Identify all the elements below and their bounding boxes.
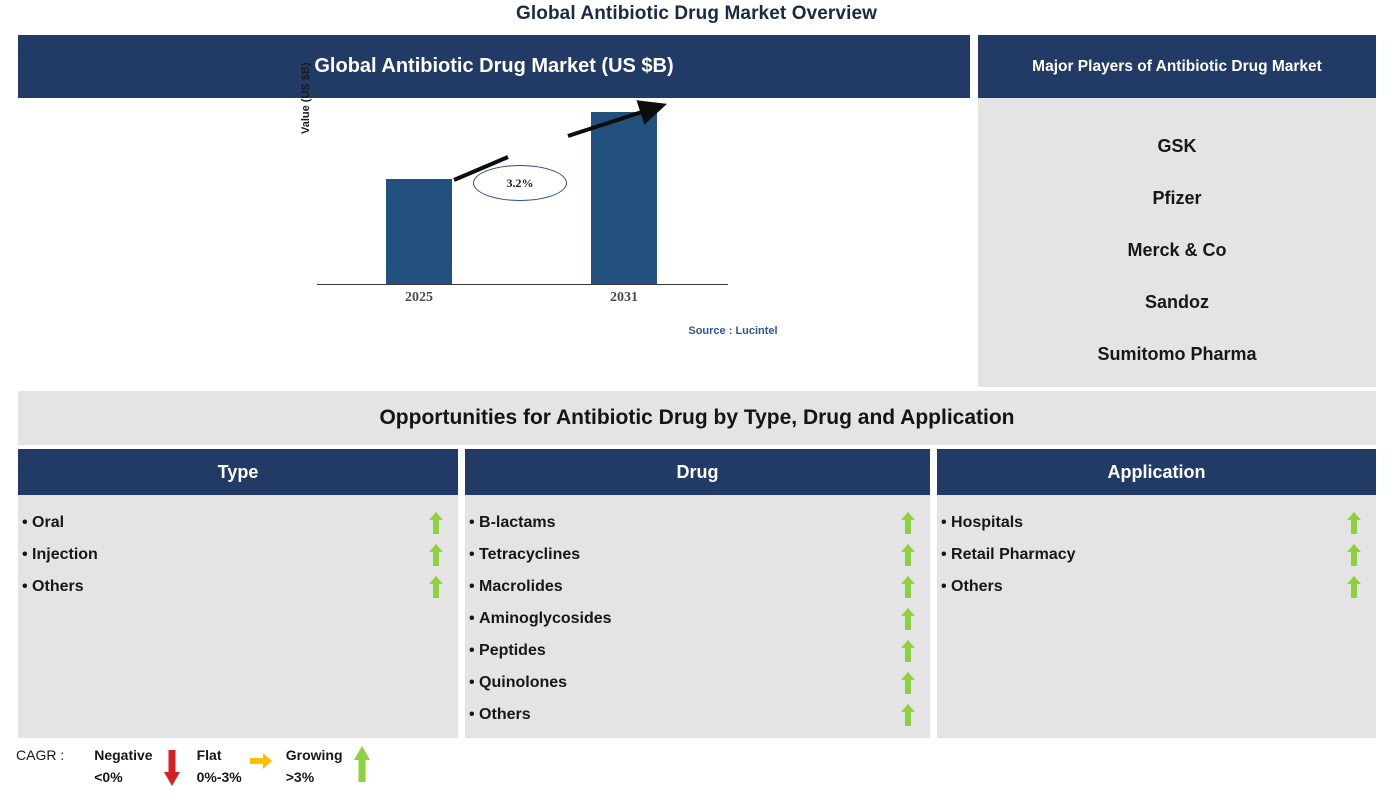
arrow-up-green-icon (901, 544, 915, 566)
list-item-label: Others (941, 578, 1003, 596)
opportunities-band-title: Opportunities for Antibiotic Drug by Typ… (18, 391, 1376, 445)
player-item: Sumitomo Pharma (1097, 344, 1257, 364)
list-item-label: Hospitals (941, 514, 1023, 532)
chart-body: Value (US $B) 2025 2031 3.2% Source : Lu… (18, 62, 970, 387)
opportunity-column-type: Type Oral Injection Others (18, 449, 458, 738)
list-item: Macrolides (465, 571, 930, 603)
cagr-value-bubble: 3.2% (473, 165, 567, 201)
arrow-up-green-icon (353, 746, 370, 782)
cagr-legend: CAGR : Negative <0% Flat 0%-3% Growing >… (16, 744, 387, 792)
chart-panel-title: Global Antibiotic Drug Market (US $B) (18, 35, 970, 98)
list-item-label: Aminoglycosides (469, 610, 611, 628)
list-item-label: Tetracyclines (469, 546, 580, 564)
column-header-drug: Drug (465, 449, 930, 495)
list-item: Tetracyclines (465, 539, 930, 571)
market-chart-panel: Global Antibiotic Drug Market (US $B) Va… (18, 35, 970, 387)
cagr-legend-entry-growing: Growing >3% (286, 744, 383, 788)
legend-range: >3% (285, 769, 315, 785)
legend-range: 0%-3% (196, 769, 242, 785)
list-item-label: B-lactams (469, 514, 555, 532)
player-item: Pfizer (1152, 188, 1202, 208)
opportunity-column-drug: Drug B-lactams Tetracyclines Macrolides … (465, 449, 930, 738)
arrow-up-green-icon (1347, 544, 1361, 566)
arrow-up-green-icon (901, 704, 915, 726)
major-players-list: GSK Pfizer Merck & Co Sandoz Sumitomo Ph… (978, 98, 1376, 387)
chart-source-note: Source : Lucintel (688, 325, 778, 337)
legend-range: <0% (94, 769, 123, 785)
list-item: Others (937, 571, 1376, 603)
list-item-label: Retail Pharmacy (941, 546, 1076, 564)
list-item: Injection (18, 539, 458, 571)
page-title: Global Antibiotic Drug Market Overview (516, 3, 877, 24)
opportunity-column-application: Application Hospitals Retail Pharmacy Ot… (937, 449, 1376, 738)
arrow-up-green-icon (901, 672, 915, 694)
list-item: Oral (18, 507, 458, 539)
list-item-label: Peptides (469, 642, 546, 660)
bar-2025 (386, 179, 452, 284)
player-item: GSK (1157, 136, 1197, 156)
arrow-down-red-icon (163, 750, 180, 786)
arrow-up-green-icon (901, 640, 915, 662)
arrow-up-green-icon (1347, 512, 1361, 534)
list-item-label: Oral (22, 514, 64, 532)
list-item: Hospitals (937, 507, 1376, 539)
arrow-right-yellow-icon (249, 753, 272, 769)
column-header-type: Type (18, 449, 458, 495)
arrow-up-green-icon (1347, 576, 1361, 598)
list-item: Retail Pharmacy (937, 539, 1376, 571)
opportunities-columns: Type Oral Injection Others Drug B-lactam… (18, 449, 1376, 738)
list-item-label: Macrolides (469, 578, 563, 596)
list-item-label: Others (22, 578, 84, 596)
column-header-application: Application (937, 449, 1376, 495)
x-tick-label-2031: 2031 (610, 290, 638, 305)
cagr-legend-entry-negative: Negative <0% (94, 744, 192, 788)
cagr-legend-title: CAGR : (16, 747, 65, 763)
list-item: B-lactams (465, 507, 930, 539)
arrow-up-green-icon (901, 512, 915, 534)
legend-name: Flat (196, 747, 222, 763)
column-items-type: Oral Injection Others (18, 495, 458, 603)
legend-name: Negative (94, 747, 153, 763)
arrow-up-green-icon (901, 576, 915, 598)
x-tick-label-2025: 2025 (405, 290, 433, 305)
list-item-label: Quinolones (469, 674, 567, 692)
chart-plot-area: 2025 2031 3.2% Source : Lucintel (18, 98, 970, 387)
list-item: Peptides (465, 635, 930, 667)
list-item: Quinolones (465, 667, 930, 699)
list-item-label: Injection (22, 546, 98, 564)
major-players-title: Major Players of Antibiotic Drug Market (978, 35, 1376, 98)
list-item: Others (18, 571, 458, 603)
arrow-up-green-icon (429, 512, 443, 534)
list-item: Others (465, 699, 930, 731)
player-item: Merck & Co (1127, 240, 1227, 260)
arrow-up-green-icon (429, 576, 443, 598)
player-item: Sandoz (1144, 292, 1209, 312)
chart-x-axis-line (317, 284, 728, 285)
cagr-legend-entry-flat: Flat 0%-3% (197, 744, 282, 788)
column-items-drug: B-lactams Tetracyclines Macrolides Amino… (465, 495, 930, 731)
legend-name: Growing (285, 747, 343, 763)
arrow-up-green-icon (429, 544, 443, 566)
arrow-up-green-icon (901, 608, 915, 630)
column-items-application: Hospitals Retail Pharmacy Others (937, 495, 1376, 603)
major-players-panel: Major Players of Antibiotic Drug Market … (978, 35, 1376, 387)
bar-2031 (591, 112, 657, 284)
list-item-label: Others (469, 706, 531, 724)
list-item: Aminoglycosides (465, 603, 930, 635)
